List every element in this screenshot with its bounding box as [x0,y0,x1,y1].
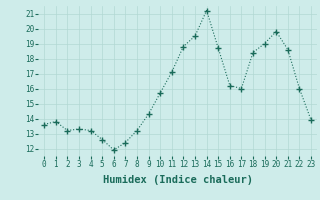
X-axis label: Humidex (Indice chaleur): Humidex (Indice chaleur) [103,175,252,185]
